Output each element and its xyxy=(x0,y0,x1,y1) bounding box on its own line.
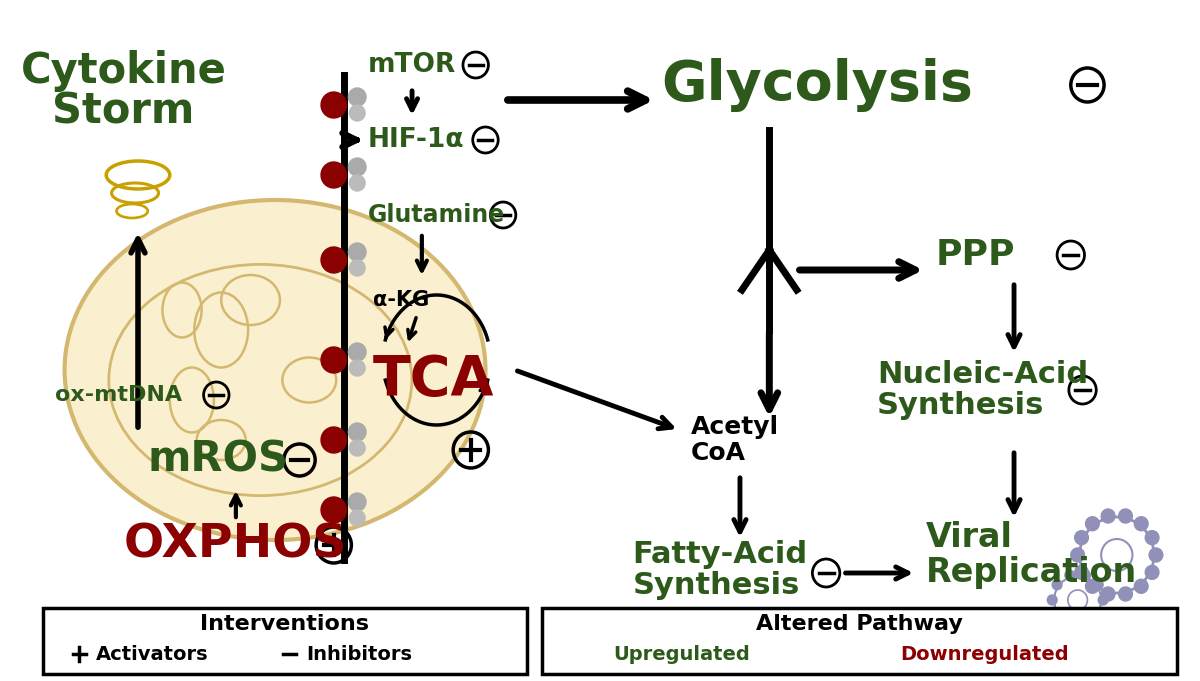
Circle shape xyxy=(348,423,366,441)
Circle shape xyxy=(322,497,347,523)
Text: HIF-1α: HIF-1α xyxy=(368,127,464,153)
Text: Cytokine
Storm: Cytokine Storm xyxy=(20,50,227,132)
Text: Glycolysis: Glycolysis xyxy=(661,58,973,112)
Circle shape xyxy=(1102,587,1115,601)
Text: Upregulated: Upregulated xyxy=(613,644,750,663)
Circle shape xyxy=(1081,570,1091,580)
Text: Interventions: Interventions xyxy=(200,614,370,634)
Circle shape xyxy=(322,92,347,118)
Text: mROS: mROS xyxy=(148,439,289,481)
Circle shape xyxy=(348,88,366,106)
Circle shape xyxy=(1064,620,1075,630)
Text: PPP: PPP xyxy=(936,238,1015,272)
Circle shape xyxy=(348,493,366,511)
Text: Acetyl
CoA: Acetyl CoA xyxy=(691,415,779,465)
Circle shape xyxy=(348,158,366,176)
Text: TCA: TCA xyxy=(373,353,494,407)
Circle shape xyxy=(349,105,365,121)
Circle shape xyxy=(1064,570,1075,580)
Circle shape xyxy=(1075,530,1088,545)
Circle shape xyxy=(349,260,365,276)
Circle shape xyxy=(1150,548,1163,562)
Circle shape xyxy=(1075,565,1088,580)
Circle shape xyxy=(1052,610,1062,620)
Circle shape xyxy=(1102,509,1115,523)
Circle shape xyxy=(1048,595,1057,605)
Circle shape xyxy=(1086,580,1099,593)
Circle shape xyxy=(349,175,365,191)
Ellipse shape xyxy=(65,200,486,540)
Text: OXPHOS: OXPHOS xyxy=(124,522,347,567)
Text: Glutamine: Glutamine xyxy=(368,203,505,227)
Text: Activators: Activators xyxy=(96,644,209,663)
Circle shape xyxy=(1145,565,1159,580)
Text: Viral
Replication: Viral Replication xyxy=(926,521,1138,589)
Circle shape xyxy=(1134,517,1148,530)
Circle shape xyxy=(322,162,347,188)
Circle shape xyxy=(349,360,365,376)
Circle shape xyxy=(349,510,365,526)
Circle shape xyxy=(322,427,347,453)
Circle shape xyxy=(348,343,366,361)
Circle shape xyxy=(1086,517,1099,530)
Text: Fatty-Acid
Synthesis: Fatty-Acid Synthesis xyxy=(632,540,808,600)
Text: Nucleic-Acid
Synthesis: Nucleic-Acid Synthesis xyxy=(877,360,1088,420)
Circle shape xyxy=(1118,587,1133,601)
Circle shape xyxy=(349,440,365,456)
Circle shape xyxy=(1070,548,1085,562)
Circle shape xyxy=(1145,530,1159,545)
Circle shape xyxy=(348,243,366,261)
Circle shape xyxy=(1134,580,1148,593)
FancyBboxPatch shape xyxy=(43,608,527,674)
Circle shape xyxy=(1093,580,1103,590)
Text: mTOR: mTOR xyxy=(368,52,456,78)
Text: Altered Pathway: Altered Pathway xyxy=(756,614,962,634)
Text: ox-mtDNA: ox-mtDNA xyxy=(55,385,182,405)
Circle shape xyxy=(1093,610,1103,620)
Text: α-KG: α-KG xyxy=(373,290,430,310)
Circle shape xyxy=(1052,580,1062,590)
Circle shape xyxy=(322,247,347,273)
Text: Inhibitors: Inhibitors xyxy=(306,644,413,663)
Circle shape xyxy=(1081,620,1091,630)
FancyBboxPatch shape xyxy=(542,608,1177,674)
Text: Downregulated: Downregulated xyxy=(900,644,1069,663)
Circle shape xyxy=(1118,509,1133,523)
Circle shape xyxy=(1098,595,1108,605)
Circle shape xyxy=(322,347,347,373)
